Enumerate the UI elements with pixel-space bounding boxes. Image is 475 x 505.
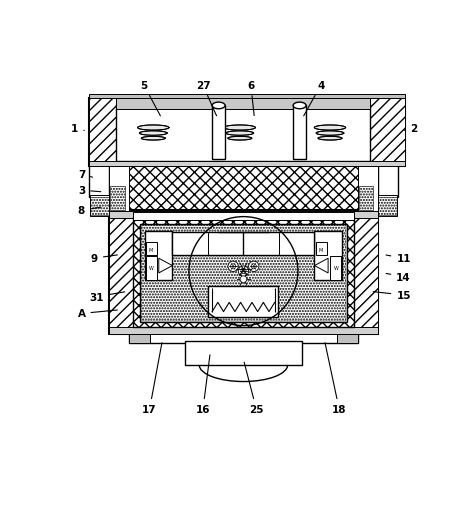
Text: 18: 18 — [325, 343, 346, 414]
Text: 6: 6 — [247, 81, 255, 116]
Polygon shape — [159, 259, 172, 273]
Ellipse shape — [293, 103, 306, 110]
Text: 2: 2 — [404, 123, 417, 133]
Polygon shape — [224, 126, 256, 131]
Bar — [133, 213, 354, 220]
Text: 27: 27 — [196, 81, 217, 117]
Text: 8: 8 — [78, 206, 101, 216]
Bar — [89, 99, 405, 167]
Bar — [314, 231, 342, 281]
Bar — [90, 197, 110, 216]
Polygon shape — [138, 126, 169, 131]
Text: 4: 4 — [304, 81, 324, 117]
Bar — [145, 231, 172, 281]
Bar — [110, 187, 124, 211]
Bar — [184, 341, 303, 365]
Polygon shape — [226, 132, 254, 136]
Polygon shape — [140, 132, 167, 136]
Bar — [141, 225, 346, 321]
Bar — [109, 166, 129, 212]
Bar — [359, 187, 373, 211]
Text: M: M — [319, 247, 323, 252]
Polygon shape — [318, 137, 342, 141]
Bar — [129, 334, 150, 343]
Bar — [209, 286, 278, 318]
Bar — [370, 99, 406, 167]
Bar — [293, 106, 306, 160]
Bar — [358, 166, 378, 212]
Polygon shape — [228, 137, 252, 141]
Bar — [109, 210, 378, 215]
Bar — [116, 105, 370, 161]
Text: 15: 15 — [373, 290, 411, 300]
Circle shape — [248, 262, 259, 272]
Text: 7: 7 — [78, 169, 93, 179]
Bar — [89, 165, 109, 198]
Text: 11: 11 — [386, 254, 411, 264]
Text: 16: 16 — [196, 355, 210, 414]
Text: M: M — [149, 247, 153, 252]
Circle shape — [240, 276, 247, 283]
Bar — [377, 197, 397, 216]
Polygon shape — [316, 132, 344, 136]
Bar — [145, 256, 157, 280]
Text: 14: 14 — [386, 272, 411, 282]
Text: 31: 31 — [89, 292, 125, 302]
Bar — [330, 256, 342, 280]
Bar — [315, 243, 327, 256]
Bar — [370, 195, 397, 217]
Bar — [89, 161, 405, 167]
Polygon shape — [314, 259, 328, 273]
Text: 25: 25 — [244, 363, 264, 414]
Text: 5: 5 — [141, 81, 161, 117]
Bar — [337, 334, 358, 343]
Bar — [354, 211, 378, 334]
Bar — [133, 218, 354, 327]
Bar — [378, 165, 398, 198]
Polygon shape — [314, 126, 346, 131]
Ellipse shape — [212, 103, 225, 110]
Circle shape — [228, 262, 238, 272]
Text: A: A — [77, 309, 117, 319]
Bar — [133, 218, 354, 327]
Bar — [109, 166, 378, 212]
Bar — [109, 211, 133, 334]
Bar — [129, 332, 358, 343]
Text: 17: 17 — [142, 343, 162, 414]
Text: 1: 1 — [71, 123, 85, 133]
Polygon shape — [141, 137, 165, 141]
Text: W: W — [149, 266, 153, 270]
Circle shape — [238, 267, 248, 277]
Bar — [141, 225, 347, 322]
Bar — [212, 106, 225, 160]
Bar — [89, 94, 405, 99]
Bar — [116, 99, 370, 110]
Text: 9: 9 — [91, 254, 117, 264]
Bar — [109, 211, 378, 334]
Bar — [90, 195, 117, 217]
Bar — [109, 166, 378, 212]
Text: 3: 3 — [78, 186, 101, 196]
Bar — [145, 243, 157, 256]
Bar — [172, 233, 314, 255]
Bar — [109, 327, 378, 334]
Text: W: W — [333, 266, 338, 270]
Bar — [89, 99, 116, 167]
Bar — [109, 212, 378, 218]
